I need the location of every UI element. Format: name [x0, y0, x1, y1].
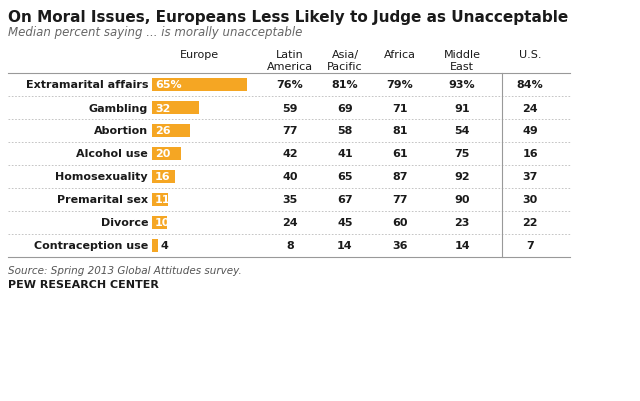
Bar	[152, 217, 166, 229]
Text: 92: 92	[454, 172, 470, 182]
Text: 77: 77	[392, 195, 408, 205]
Text: 84%: 84%	[516, 80, 543, 90]
Text: 32: 32	[155, 103, 170, 113]
Text: 81: 81	[392, 126, 408, 136]
Text: Median percent saying ... is morally unacceptable: Median percent saying ... is morally una…	[8, 26, 302, 39]
Text: Alcohol use: Alcohol use	[76, 149, 148, 159]
Text: 87: 87	[392, 172, 408, 182]
Text: 40: 40	[282, 172, 298, 182]
Text: 24: 24	[282, 218, 298, 228]
Text: 7: 7	[526, 241, 534, 251]
Text: 61: 61	[392, 149, 408, 159]
Text: Contraception use: Contraception use	[34, 241, 148, 251]
Text: 26: 26	[155, 126, 171, 136]
Bar	[152, 125, 190, 138]
Text: 76%: 76%	[276, 80, 303, 90]
Text: 37: 37	[522, 172, 538, 182]
Text: Africa: Africa	[384, 50, 416, 60]
Text: U.S.: U.S.	[519, 50, 541, 60]
Text: Extramarital affairs: Extramarital affairs	[26, 80, 148, 90]
Text: 65: 65	[337, 172, 353, 182]
Text: Latin
America: Latin America	[267, 50, 313, 71]
Text: PEW RESEARCH CENTER: PEW RESEARCH CENTER	[8, 279, 159, 289]
Bar	[152, 148, 181, 160]
Text: 67: 67	[337, 195, 353, 205]
Text: Middle
East: Middle East	[444, 50, 481, 71]
Text: 75: 75	[454, 149, 470, 159]
Text: 54: 54	[454, 126, 470, 136]
Text: 4: 4	[161, 241, 169, 251]
Text: 10: 10	[155, 218, 170, 228]
Text: Abortion: Abortion	[94, 126, 148, 136]
Text: 42: 42	[282, 149, 298, 159]
Text: Gambling: Gambling	[89, 103, 148, 113]
Text: 24: 24	[522, 103, 538, 113]
Text: 79%: 79%	[387, 80, 413, 90]
Text: Divorce: Divorce	[100, 218, 148, 228]
Text: 30: 30	[522, 195, 538, 205]
Text: 91: 91	[454, 103, 470, 113]
Text: 58: 58	[337, 126, 353, 136]
Bar	[152, 79, 247, 92]
Text: 60: 60	[392, 218, 408, 228]
Text: Premarital sex: Premarital sex	[57, 195, 148, 205]
Text: 36: 36	[392, 241, 408, 251]
Text: 49: 49	[522, 126, 538, 136]
Bar	[152, 170, 175, 184]
Bar	[152, 102, 199, 115]
Text: 35: 35	[282, 195, 298, 205]
Text: 20: 20	[155, 149, 170, 159]
Text: 16: 16	[522, 149, 538, 159]
Text: 14: 14	[454, 241, 470, 251]
Text: 11: 11	[155, 195, 170, 205]
Text: 45: 45	[337, 218, 353, 228]
Text: 90: 90	[454, 195, 470, 205]
Text: 69: 69	[337, 103, 353, 113]
Text: 16: 16	[155, 172, 171, 182]
Text: Asia/
Pacific: Asia/ Pacific	[327, 50, 363, 71]
Text: 8: 8	[286, 241, 294, 251]
Text: 93%: 93%	[449, 80, 476, 90]
Text: 65%: 65%	[155, 80, 182, 90]
Text: Homosexuality: Homosexuality	[56, 172, 148, 182]
Text: 77: 77	[282, 126, 298, 136]
Text: On Moral Issues, Europeans Less Likely to Judge as Unacceptable: On Moral Issues, Europeans Less Likely t…	[8, 10, 568, 25]
Text: 22: 22	[522, 218, 538, 228]
Text: 23: 23	[454, 218, 470, 228]
Text: 41: 41	[337, 149, 353, 159]
Bar	[152, 194, 168, 207]
Bar	[152, 239, 158, 252]
Text: Europe: Europe	[180, 50, 219, 60]
Text: 71: 71	[392, 103, 408, 113]
Text: 81%: 81%	[332, 80, 358, 90]
Text: 14: 14	[337, 241, 353, 251]
Text: 59: 59	[282, 103, 298, 113]
Text: Source: Spring 2013 Global Attitudes survey.: Source: Spring 2013 Global Attitudes sur…	[8, 265, 242, 275]
